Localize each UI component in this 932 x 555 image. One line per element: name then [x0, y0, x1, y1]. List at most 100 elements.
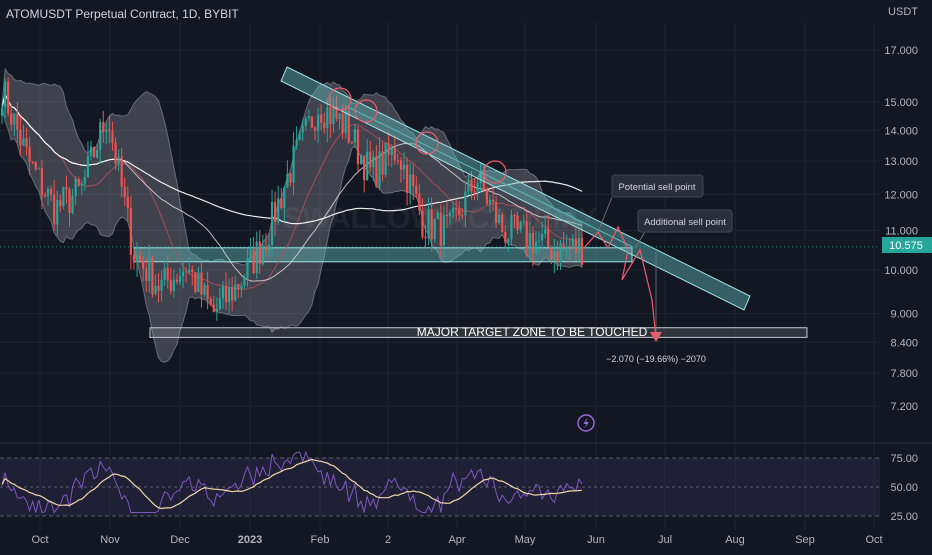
touch-circle	[354, 99, 378, 123]
candle-body	[166, 267, 169, 281]
y-tick-label: 15.000	[884, 97, 918, 109]
candle-body	[387, 143, 390, 155]
candle-body	[350, 142, 353, 144]
candle-body	[537, 240, 541, 242]
candle-body	[19, 129, 22, 146]
x-tick-label: Apr	[448, 534, 465, 546]
chart-title: ATOMUSDT Perpetual Contract, 1D, BYBIT	[6, 7, 239, 21]
target-zone	[149, 327, 808, 338]
candle-body	[476, 183, 479, 192]
candle-body	[316, 114, 320, 131]
candle-body	[99, 122, 102, 150]
candle-body	[412, 174, 415, 186]
candle-body	[409, 174, 412, 193]
y-tick-label: 7.800	[890, 368, 918, 380]
y-tick-label: 17.000	[884, 45, 918, 57]
candle-body	[89, 146, 93, 156]
candle-body	[559, 243, 562, 263]
projected-path	[583, 225, 657, 339]
candle-body	[28, 146, 31, 162]
candle-body	[234, 284, 237, 301]
candle-body	[320, 114, 323, 123]
candle-body	[206, 285, 209, 300]
candle-body	[313, 127, 317, 131]
candle-body	[571, 238, 574, 248]
candle-body	[507, 239, 510, 243]
candle-body	[550, 247, 553, 260]
candle-body	[418, 193, 421, 211]
candle-body	[261, 246, 264, 265]
x-tick-label: Oct	[865, 534, 882, 546]
candle-body	[10, 113, 13, 125]
rsi-tick-label: 50.00	[890, 482, 918, 494]
candle-body	[565, 246, 568, 249]
candle-body	[381, 151, 384, 175]
candle-body	[126, 196, 129, 208]
candle-body	[458, 208, 461, 216]
lightning-icon[interactable]	[577, 414, 595, 432]
candle-body	[132, 254, 136, 263]
candle-body	[580, 237, 584, 265]
candle-body	[215, 308, 218, 313]
candle-body	[77, 179, 80, 186]
candle-body	[40, 168, 43, 196]
rsi-tick-label: 25.00	[890, 511, 918, 523]
candle-body	[188, 269, 191, 273]
candle-body	[366, 151, 369, 181]
x-tick-label: Jun	[587, 534, 605, 546]
candle-body	[356, 129, 360, 165]
candle-body	[498, 214, 501, 223]
callout-pointer	[634, 231, 646, 249]
candle-body	[310, 116, 314, 128]
candle-body	[59, 199, 62, 206]
candle-body	[396, 160, 399, 162]
x-tick-label: Feb	[311, 534, 330, 546]
candle-body	[427, 209, 430, 239]
candle-body	[430, 209, 433, 240]
candle-body	[191, 269, 194, 273]
rsi-line	[1, 450, 583, 514]
candle-body	[433, 219, 436, 240]
candle-body	[504, 231, 507, 243]
candle-body	[292, 145, 295, 183]
additional-sell-callout[interactable]	[637, 209, 733, 233]
candle-body	[307, 116, 310, 119]
descending-trendline-channel	[280, 66, 751, 311]
candle-body	[531, 232, 534, 254]
candle-body	[298, 132, 301, 140]
candle-body	[86, 155, 90, 177]
candle-body	[56, 199, 59, 225]
x-tick-label: May	[515, 534, 536, 546]
candle-body	[25, 138, 28, 147]
candle-body	[200, 272, 203, 295]
x-tick-label: Aug	[725, 534, 745, 546]
candle-body	[326, 107, 329, 129]
candle-body	[436, 212, 439, 220]
candle-body	[96, 149, 99, 158]
candle-body	[172, 279, 175, 292]
candle-body	[359, 155, 363, 165]
x-tick-label: 2023	[238, 534, 262, 546]
candle-body	[181, 271, 185, 277]
touch-circle	[483, 160, 507, 184]
candle-body	[378, 151, 381, 188]
potential-sell-callout[interactable]	[611, 174, 704, 198]
candle-body	[120, 156, 123, 187]
candle-body	[338, 113, 341, 119]
candle-body	[240, 285, 243, 290]
candle-body	[185, 271, 188, 273]
axes: 17.000 15.000 14.000 13.000 12.000 11.000 10.0…	[0, 45, 932, 546]
candle-body	[16, 113, 19, 130]
candle-body	[363, 155, 366, 181]
candle-body	[175, 279, 179, 282]
candle-body	[102, 122, 105, 132]
candle-body	[415, 185, 418, 194]
candle-body	[335, 107, 338, 119]
callout-pointer	[597, 196, 613, 233]
touch-circle	[415, 131, 439, 155]
y-tick-label: 12.000	[884, 189, 918, 201]
candle-body	[329, 107, 332, 124]
candle-body	[513, 215, 516, 217]
